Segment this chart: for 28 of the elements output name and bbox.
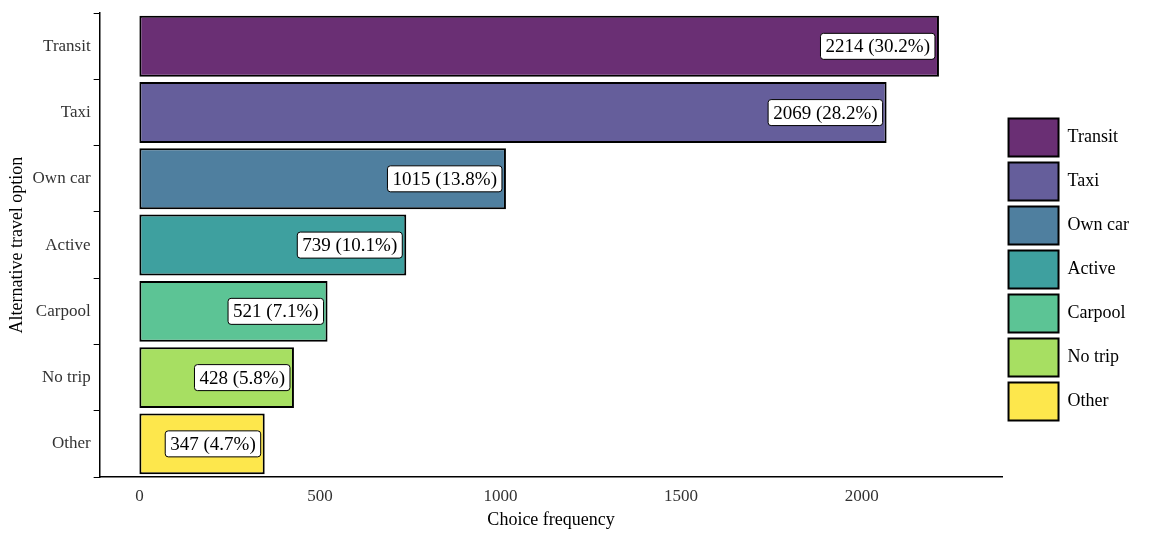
x-tick-label: 1000 [483,485,518,505]
y-tick-label: Transit [43,35,91,55]
legend-label: No trip [1067,346,1120,367]
y-tick-label: Active [45,234,91,254]
legend-label: Carpool [1067,302,1126,323]
x-axis-title: Choice frequency [487,508,615,529]
x-tick-label: 500 [307,485,333,505]
y-tick-label: Carpool [35,300,91,320]
data-label: 739 (10.1%) [302,234,398,257]
x-tick-label: 1500 [664,485,699,505]
y-tick-label: Other [51,433,91,453]
legend-label: Transit [1067,126,1118,147]
legend-label: Taxi [1067,170,1100,191]
data-label: 1015 (13.8%) [392,167,497,190]
legend-label: Other [1067,390,1109,411]
x-tick-label: 2000 [844,485,879,505]
legend-label: Own car [1067,214,1130,235]
data-label: 521 (7.1%) [233,300,319,323]
data-label: 2214 (30.2%) [825,35,930,58]
data-label: 2069 (28.2%) [773,101,878,124]
y-axis-title: Alternative travel option [5,156,26,334]
x-tick-label: 0 [135,485,144,505]
y-tick-label: Taxi [60,102,91,122]
y-tick-label: No trip [42,367,91,387]
legend-label: Active [1067,258,1116,279]
y-tick-label: Own car [32,168,91,188]
data-label: 347 (4.7%) [170,432,256,455]
data-label: 428 (5.8%) [199,366,285,389]
